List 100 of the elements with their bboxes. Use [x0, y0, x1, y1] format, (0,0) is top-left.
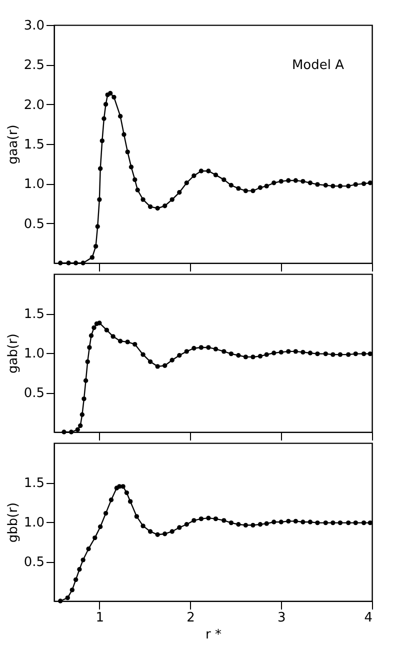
- point: [243, 354, 248, 360]
- point: [308, 350, 313, 356]
- point: [162, 204, 168, 208]
- point: [264, 521, 269, 526]
- point: [80, 260, 86, 266]
- point: [108, 498, 114, 502]
- point: [155, 364, 160, 369]
- point: [140, 352, 146, 357]
- point: [198, 516, 204, 522]
- point: [272, 350, 276, 356]
- point: [330, 520, 336, 526]
- point: [222, 518, 226, 523]
- y-tick-label: 1.5: [24, 307, 44, 322]
- point: [98, 166, 103, 171]
- point: [308, 520, 313, 524]
- annotation: Model A: [292, 58, 344, 73]
- x-axis-title: r *: [206, 628, 222, 642]
- point: [228, 182, 234, 188]
- x-tick-label: 3: [278, 610, 286, 626]
- point: [77, 567, 82, 572]
- y-tick-label: 3.0: [24, 18, 44, 34]
- point: [184, 349, 189, 354]
- y-tick-label: 1.0: [24, 346, 44, 362]
- point: [170, 197, 174, 202]
- point: [97, 320, 102, 326]
- point: [80, 412, 85, 417]
- point: [192, 518, 196, 523]
- point: [124, 490, 130, 496]
- point: [112, 94, 116, 100]
- point: [323, 182, 328, 188]
- point: [243, 522, 248, 528]
- point: [330, 352, 336, 357]
- point: [315, 182, 320, 187]
- point: [120, 484, 126, 489]
- point: [177, 190, 182, 195]
- point: [148, 529, 153, 534]
- point: [315, 351, 320, 356]
- point: [346, 184, 351, 188]
- point: [353, 520, 358, 526]
- point: [300, 350, 306, 355]
- point: [132, 177, 138, 182]
- point: [90, 255, 95, 260]
- point: [128, 164, 134, 170]
- point: [155, 532, 160, 537]
- x-tick-label: 2: [186, 610, 195, 626]
- point: [177, 353, 182, 358]
- point: [236, 186, 241, 191]
- point: [206, 168, 211, 174]
- point: [100, 138, 104, 144]
- point: [300, 520, 306, 524]
- point: [103, 102, 108, 107]
- point: [184, 522, 189, 527]
- point: [78, 423, 83, 428]
- point: [148, 204, 153, 210]
- point: [58, 598, 63, 604]
- point: [86, 546, 91, 552]
- point: [258, 522, 263, 527]
- point: [80, 558, 86, 562]
- point: [66, 260, 71, 266]
- point: [65, 596, 70, 600]
- point: [95, 224, 100, 229]
- point: [155, 206, 160, 211]
- y-tick-label: 2.0: [24, 98, 44, 113]
- point: [70, 588, 75, 592]
- point: [222, 349, 226, 354]
- y-tick-label: 1.0: [24, 516, 44, 530]
- point: [228, 520, 234, 526]
- y-axis-title: gab(r): [6, 334, 21, 374]
- y-tick-label: 1.5: [24, 476, 44, 491]
- point: [132, 342, 138, 347]
- point: [222, 177, 226, 182]
- point: [184, 180, 189, 186]
- point: [140, 197, 146, 202]
- point: [264, 184, 269, 188]
- point: [353, 351, 358, 356]
- point: [228, 351, 234, 356]
- point: [243, 188, 248, 194]
- point: [258, 354, 263, 358]
- point: [125, 340, 130, 344]
- point: [323, 520, 328, 526]
- x-tick-label: 1: [96, 610, 104, 626]
- point: [236, 353, 241, 358]
- point: [108, 90, 113, 96]
- point: [104, 328, 110, 332]
- point: [134, 514, 140, 519]
- point: [148, 359, 153, 364]
- point: [110, 334, 116, 339]
- point: [177, 525, 182, 530]
- point: [73, 577, 78, 582]
- point: [315, 520, 320, 526]
- point: [250, 354, 256, 360]
- point: [236, 522, 241, 527]
- point: [103, 510, 108, 516]
- point: [73, 260, 78, 266]
- point: [323, 351, 328, 356]
- point: [278, 350, 284, 355]
- point: [87, 345, 92, 350]
- point: [140, 524, 146, 528]
- point: [330, 184, 336, 188]
- point: [62, 430, 66, 434]
